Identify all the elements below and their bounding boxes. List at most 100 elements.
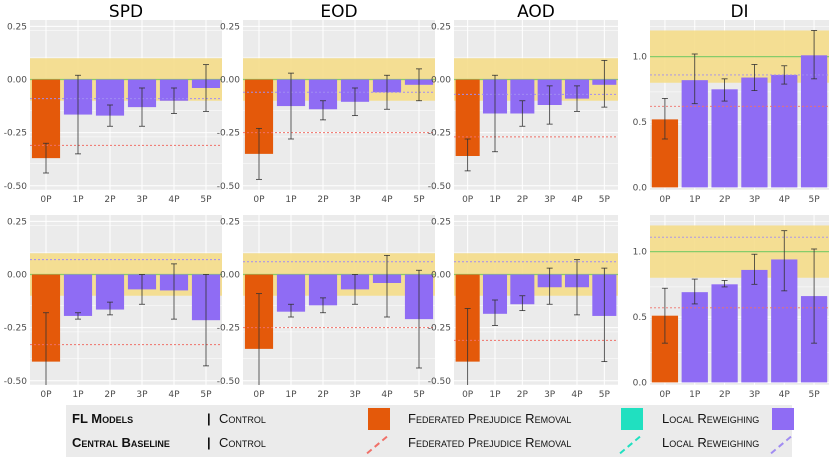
error-bar-2P (519, 295, 526, 312)
chart-panel-1: 0.25 0.00 -0.25 -0.50 0P 1P 2P 3P 4P 5P SPD (4, 2, 222, 205)
plot-background (243, 20, 435, 190)
y-tick-label: 0.00 (431, 76, 451, 86)
legend-baseline-local-reweighing-dash (770, 435, 792, 455)
y-tick-label: 0.25 (220, 217, 240, 227)
y-tick-label: 0.00 (7, 271, 27, 281)
error-bar-1P (288, 303, 294, 318)
legend-control-label: Control (219, 411, 266, 426)
y-tick-label: 0.0 (633, 183, 648, 193)
x-tick-label: 0P (659, 390, 671, 400)
y-tick-label: 0.00 (7, 76, 27, 86)
y-tick-label: 1.0 (633, 53, 648, 63)
chart-grid: 0.25 0.00 -0.25 -0.50 0P 1P 2P 3P 4P 5P SPD 0.25 0.0… (4, 2, 829, 400)
x-tick-label: 2P (317, 195, 329, 205)
x-tick-label: 1P (489, 195, 501, 205)
x-tick-label: 2P (517, 390, 529, 400)
legend-separator: | (207, 435, 211, 450)
x-tick-label: 1P (689, 390, 701, 400)
x-tick-label: 4P (168, 390, 180, 400)
panel-title: AOD (517, 2, 555, 22)
y-tick-label: 0.5 (633, 118, 647, 128)
x-tick-label: 4P (779, 195, 791, 205)
y-tick-label: 0.5 (633, 313, 647, 323)
error-bar-5P (811, 30, 818, 80)
x-tick-label: 3P (349, 195, 361, 205)
y-tick-label: -0.25 (4, 129, 27, 139)
error-bar-4P (171, 87, 177, 114)
y-tick-label: -0.25 (428, 129, 451, 139)
x-tick-label: 3P (749, 390, 761, 400)
x-tick-label: 4P (381, 390, 393, 400)
chart-panel-5: 0.25 0.00 -0.25 -0.50 0P 1P 2P 3P 4P 5P (4, 215, 222, 400)
legend-local-reweighing-swatch (772, 408, 794, 430)
y-tick-label: 0.25 (7, 217, 27, 227)
y-tick-label: 0.25 (431, 217, 451, 227)
error-bar-5P (811, 248, 818, 344)
y-tick-label: 0.25 (7, 22, 27, 32)
legend-fl-models-label: FL Models (72, 411, 134, 426)
y-tick-label: -0.25 (4, 324, 27, 334)
y-tick-label: 0.25 (431, 22, 451, 32)
x-tick-label: 5P (200, 390, 212, 400)
error-bar-2P (320, 297, 326, 314)
error-bar-2P (320, 100, 326, 121)
legend-separator: | (207, 411, 211, 426)
error-bar-3P (352, 87, 358, 117)
x-tick-label: 3P (136, 195, 148, 205)
plot-background (30, 215, 222, 385)
error-bar-3P (751, 253, 758, 285)
chart-panel-3: 0.25 0.00 -0.25 -0.50 0P 1P 2P 3P 4P 5P AOD (428, 2, 618, 205)
x-tick-label: 2P (104, 195, 116, 205)
x-tick-label: 1P (285, 390, 297, 400)
error-bar-0P (256, 127, 262, 180)
error-bar-0P (256, 293, 262, 385)
error-bar-5P (203, 274, 209, 367)
error-bar-0P (43, 142, 49, 174)
error-bar-0P (661, 98, 668, 140)
x-tick-label: 4P (779, 390, 791, 400)
error-bar-1P (75, 312, 81, 320)
error-bar-4P (781, 230, 788, 292)
x-tick-label: 5P (809, 195, 821, 205)
error-bar-3P (751, 64, 758, 92)
x-tick-label: 0P (462, 390, 474, 400)
x-tick-label: 0P (253, 390, 265, 400)
error-bar-3P (139, 87, 145, 127)
y-tick-label: -0.50 (4, 377, 28, 387)
error-bar-3P (546, 85, 553, 125)
error-bar-3P (352, 274, 358, 305)
legend-baseline-fpr-dash (619, 435, 641, 455)
chart-panel-7: 0.25 0.00 -0.25 -0.50 0P 1P 2P 3P 4P 5P (428, 215, 618, 400)
error-bar-1P (691, 278, 698, 305)
chart-panel-2: 0.25 0.00 -0.25 -0.50 0P 1P 2P 3P 4P 5P EOD (217, 2, 435, 205)
legend-baseline-control-dash (366, 435, 388, 455)
y-tick-label: -0.50 (428, 182, 452, 192)
x-tick-label: 3P (544, 195, 556, 205)
x-tick-label: 5P (599, 195, 611, 205)
x-tick-label: 5P (809, 390, 821, 400)
bar-1P (63, 274, 93, 316)
x-tick-label: 2P (104, 390, 116, 400)
panel-title: DI (730, 2, 748, 22)
y-tick-label: 0.25 (220, 22, 240, 32)
plot-background (454, 20, 618, 190)
legend-baseline-fpr-label: Federated Prejudice Removal (408, 435, 572, 450)
x-tick-label: 1P (72, 195, 84, 205)
x-tick-label: 0P (40, 390, 52, 400)
error-bar-5P (203, 64, 209, 112)
legend-local-reweighing-label: Local Reweighing (662, 411, 760, 426)
x-tick-label: 0P (462, 195, 474, 205)
y-tick-label: -0.50 (428, 377, 452, 387)
x-tick-label: 5P (413, 195, 425, 205)
error-bar-1P (492, 74, 498, 153)
error-bar-2P (721, 279, 728, 288)
x-tick-label: 2P (719, 390, 731, 400)
error-bar-2P (107, 104, 113, 127)
x-tick-label: 4P (571, 390, 583, 400)
legend-baseline-control-label: Control (219, 435, 266, 450)
x-tick-label: 3P (349, 390, 361, 400)
x-tick-label: 2P (719, 195, 731, 205)
error-bar-2P (519, 100, 526, 127)
error-bar-4P (574, 259, 580, 316)
error-bar-4P (384, 254, 390, 318)
